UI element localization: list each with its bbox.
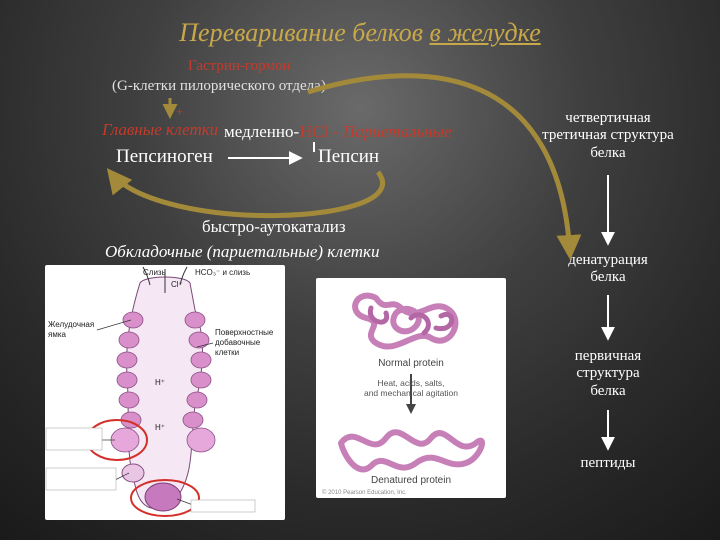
title-underline: в желудке [430, 18, 541, 47]
denat-l2: белка [590, 269, 625, 285]
prim-l3: белка [590, 383, 625, 399]
gcells-label: (G-клетки пилорического отдела) [112, 78, 326, 95]
denature-svg: Normal protein Heat, acids, salts, and m… [316, 278, 506, 498]
parietal-title: Обкладочные (париетальные) клетки [105, 242, 379, 262]
title-main: Переваривание белков [179, 18, 429, 47]
quat-l3: белка [590, 145, 625, 161]
den-credit: © 2010 Pearson Education, Inc. [322, 489, 407, 496]
parietal-src-label: - Париетальные [333, 122, 452, 142]
hist-h2: H⁺ [155, 423, 165, 432]
denat-l1: денатурация [568, 252, 648, 268]
den-cause2: and mechanical agitation [364, 388, 458, 398]
hist-pit2: ямка [48, 330, 67, 339]
hist-mucus: Слизь [143, 268, 166, 277]
quat-l1: четвертичная [565, 110, 650, 126]
prim-label: первичная структура белка [528, 348, 688, 400]
autocat-label: быстро-аутокатализ [202, 217, 346, 237]
histology-svg: Слизь HCO₃⁻ и слизь Cl⁻ Желудочная ямка … [45, 265, 285, 520]
quat-label: четвертичная третичная структура белка [528, 110, 688, 162]
pepsin-label: Пепсин [318, 146, 379, 168]
hist-surf3: клетки [215, 348, 239, 357]
gastrin-label: Гастрин-гормон [188, 58, 290, 75]
slow-label: медленно- [224, 122, 299, 142]
den-den: Denatured protein [371, 475, 451, 486]
prim-l2: структура [576, 365, 639, 381]
hist-cl: Cl⁻ [171, 280, 183, 289]
pepsinogen-label: Пепсиноген [116, 146, 213, 168]
hist-pit1: Желудочная [48, 320, 94, 329]
denat-label: денатурация белка [528, 252, 688, 287]
main-cells-label: Главные клетки [102, 120, 218, 140]
denature-figure: Normal protein Heat, acids, salts, and m… [316, 278, 506, 498]
histology-figure: Слизь HCO₃⁻ и слизь Cl⁻ Желудочная ямка … [45, 265, 285, 520]
autocat-curve [110, 172, 383, 216]
peptides-label: пептиды [528, 455, 688, 472]
hist-surf1: Поверхностные [215, 328, 274, 337]
hist-hco3: HCO₃⁻ и слизь [195, 268, 250, 277]
hist-h1: H⁺ [155, 378, 165, 387]
hcl-label: HCl [300, 122, 328, 142]
prim-l1: первичная [575, 348, 641, 364]
den-cause1: Heat, acids, salts, [377, 378, 444, 388]
plus-label: + [176, 104, 183, 120]
den-normal: Normal protein [378, 358, 444, 369]
quat-l2: третичная структура [542, 127, 674, 143]
hist-surf2: добавочные [215, 338, 261, 347]
page-title: Переваривание белков в желудке [0, 18, 720, 48]
